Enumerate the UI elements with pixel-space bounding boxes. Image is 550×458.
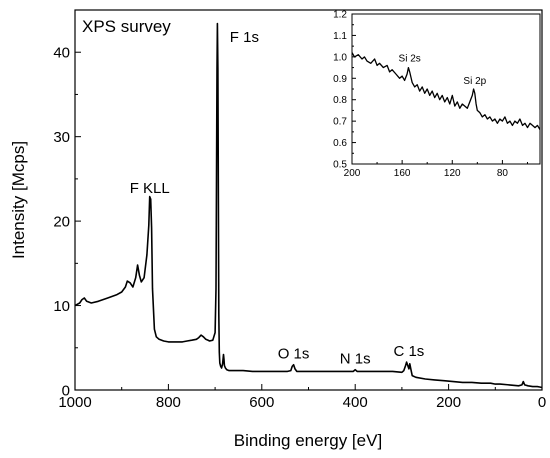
main-y-tick-label: 10 bbox=[53, 298, 70, 315]
main-spectrum-line bbox=[74, 22, 543, 389]
inset-peak-label: Si 2p bbox=[463, 76, 486, 87]
inset-y-tick-label: 1.1 bbox=[333, 31, 347, 42]
main-x-tick-label: 1000 bbox=[58, 394, 91, 411]
inset-y-tick-label: 0.6 bbox=[333, 138, 347, 149]
inset-x-tick-label: 160 bbox=[394, 168, 411, 179]
main-x-tick-label: 600 bbox=[249, 394, 274, 411]
inset-y-tick-label: 1.2 bbox=[333, 10, 347, 21]
main-peak-label: N 1s bbox=[340, 351, 371, 368]
main-peak-label: F 1s bbox=[230, 29, 259, 46]
main-x-tick-label: 800 bbox=[156, 394, 181, 411]
inset-peak-labels: Si 2s Si 2p bbox=[399, 54, 487, 88]
main-x-tick-label: 200 bbox=[436, 394, 461, 411]
main-chart-title: XPS survey bbox=[82, 17, 171, 36]
main-x-axis-label: Binding energy [eV] bbox=[234, 431, 382, 450]
main-y-axis-label: Intensity [Mcps] bbox=[9, 141, 28, 259]
inset-y-tick-label: 0.7 bbox=[333, 117, 347, 128]
inset-peak-label: Si 2s bbox=[399, 54, 421, 65]
inset-y-tick-label: 0.8 bbox=[333, 95, 347, 106]
inset-axis-ticks: 200 160 120 80 0.5 0.6 0.7 0.8 0.9 1.0 1.1 1.2 bbox=[333, 10, 528, 179]
main-peak-label: F KLL bbox=[130, 180, 170, 197]
main-y-tick-label: 40 bbox=[53, 44, 70, 61]
main-x-tick-label: 400 bbox=[343, 394, 368, 411]
inset-spectrum-line bbox=[351, 52, 541, 131]
inset-plot-frame bbox=[351, 13, 541, 165]
inset-y-tick-label: 0.5 bbox=[333, 160, 347, 171]
inset-y-tick-label: 1.0 bbox=[333, 52, 347, 63]
inset-x-tick-label: 80 bbox=[497, 168, 509, 179]
main-y-tick-label: 0 bbox=[62, 382, 70, 399]
inset-x-tick-label: 200 bbox=[344, 168, 361, 179]
main-peak-labels: F KLL F 1s O 1s N 1s C 1s bbox=[130, 29, 425, 368]
main-peak-label: O 1s bbox=[278, 346, 310, 363]
main-x-tick-label: 0 bbox=[538, 394, 546, 411]
main-y-tick-label: 30 bbox=[53, 129, 70, 146]
main-axis-ticks: 1000 800 600 400 200 0 0 10 20 30 40 bbox=[53, 9, 546, 411]
main-peak-label: C 1s bbox=[393, 343, 424, 360]
inset-y-tick-label: 0.9 bbox=[333, 74, 347, 85]
inset-x-tick-label: 120 bbox=[444, 168, 461, 179]
main-y-tick-label: 20 bbox=[53, 213, 70, 230]
